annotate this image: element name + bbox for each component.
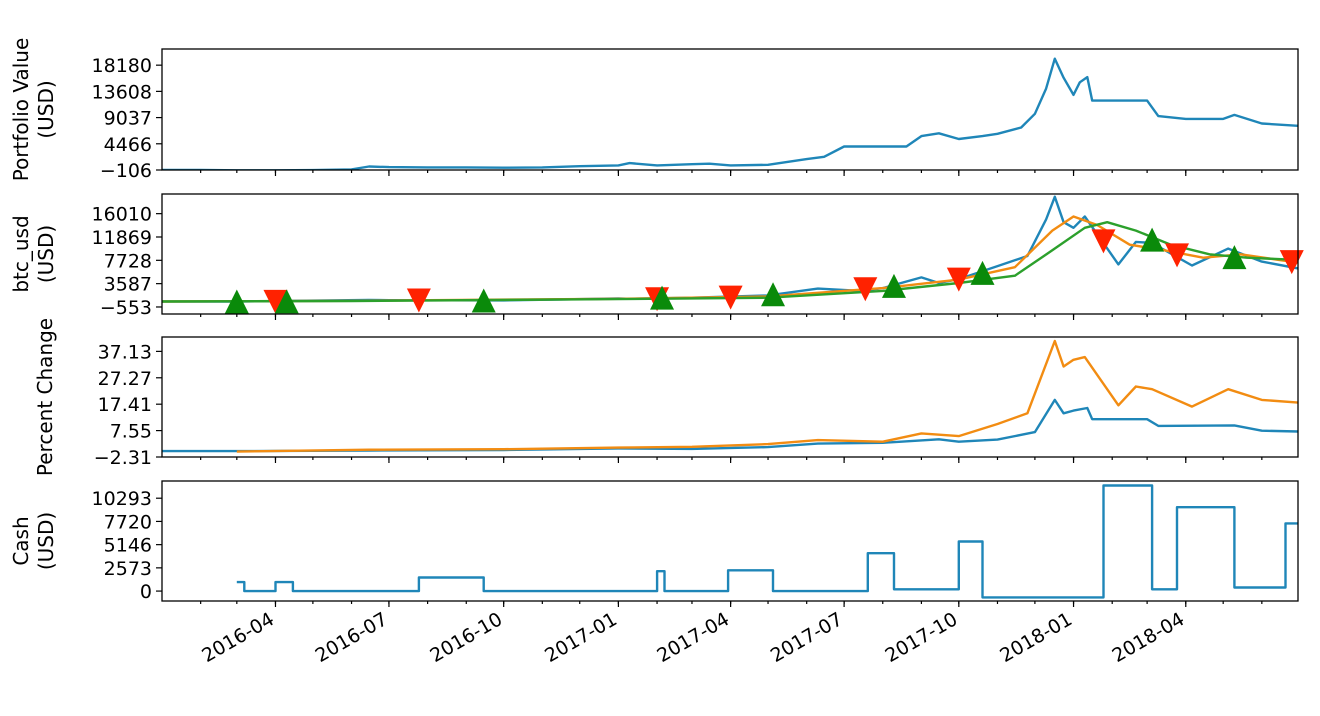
- portfolio-value-panel: 18180 13608 9037 4466 −106 Portfolio Value (US…: [9, 38, 1299, 182]
- x-tick-label: 2016-04: [198, 608, 278, 667]
- y-tick-label: 5146: [104, 535, 152, 557]
- y-tick-label: −553: [100, 297, 152, 319]
- buy-marker: [650, 285, 675, 310]
- buy-marker: [274, 289, 299, 314]
- y-axis-label: Cash: [9, 516, 33, 565]
- axes-frame: [161, 48, 1299, 171]
- y-tick-label: 2573: [104, 558, 152, 580]
- sell-marker: [263, 289, 288, 314]
- sell-marker: [946, 267, 971, 292]
- buy-marker: [761, 282, 786, 307]
- buy-marker: [471, 288, 496, 313]
- y-axis-label: (USD): [34, 225, 58, 283]
- buy-marker: [224, 289, 249, 314]
- y-tick-label: 9037: [104, 108, 152, 130]
- sell-marker: [853, 277, 878, 302]
- y-axis-label: btc_usd: [9, 215, 33, 292]
- y-axis-label: Portfolio Value: [9, 38, 33, 182]
- sell-marker: [1165, 243, 1190, 268]
- x-tick-label: 2017-10: [882, 608, 962, 667]
- x-tick-label: 2017-01: [541, 608, 621, 667]
- strategy-line: [162, 398, 1298, 453]
- y-tick-label: 16010: [92, 204, 152, 226]
- percent-change-panel: 37.13 27.27 17.41 7.55 −2.31 Percent Change: [33, 318, 1299, 476]
- x-tick-label: 2016-10: [426, 608, 506, 667]
- y-tick-label: 7720: [104, 511, 152, 533]
- buy-marker: [1222, 245, 1247, 270]
- y-axis-label: (USD): [34, 512, 58, 570]
- y-axis-label: Percent Change: [33, 318, 57, 476]
- y-tick-label: 7728: [104, 250, 152, 272]
- sell-marker: [718, 285, 743, 310]
- y-tick-label: 18180: [92, 55, 152, 77]
- buy-marker: [970, 260, 995, 285]
- y-tick-label: 11869: [92, 227, 152, 249]
- y-tick-label: 10293: [92, 488, 152, 510]
- axes-frame: [161, 336, 1299, 458]
- x-tick-label: 2018-01: [996, 608, 1076, 667]
- x-tick-label: 2017-04: [653, 608, 733, 667]
- x-tick-label: 2016-07: [312, 608, 392, 667]
- x-axis-ticks: 2016-04 2016-07 2016-10 2017-01 2017-04 2017-…: [198, 608, 1188, 667]
- axes-frame: [161, 480, 1299, 602]
- y-tick-label: 37.13: [98, 341, 152, 363]
- sell-marker: [406, 288, 431, 313]
- buy-marker: [881, 273, 906, 298]
- y-tick-label: 17.41: [98, 394, 152, 416]
- y-tick-label: 4466: [104, 134, 152, 156]
- y-tick-label: 7.55: [110, 421, 152, 443]
- y-tick-label: 3587: [104, 274, 152, 296]
- y-axis-label: (USD): [34, 80, 58, 138]
- y-tick-label: −106: [100, 160, 152, 182]
- y-tick-label: 27.27: [98, 368, 152, 390]
- series-line: [236, 484, 1298, 599]
- series-line: [162, 57, 1298, 170]
- btc-line: [236, 339, 1298, 453]
- y-tick-label: 13608: [92, 81, 152, 103]
- sell-marker: [1279, 250, 1304, 275]
- x-tick-label: 2018-04: [1109, 608, 1189, 667]
- sell-marker: [1091, 229, 1116, 254]
- axes-frame: [161, 193, 1299, 315]
- buy-marker: [1140, 227, 1165, 252]
- x-tick-label: 2017-07: [767, 608, 847, 667]
- y-tick-label: 0: [140, 581, 152, 603]
- y-tick-label: −2.31: [94, 447, 152, 469]
